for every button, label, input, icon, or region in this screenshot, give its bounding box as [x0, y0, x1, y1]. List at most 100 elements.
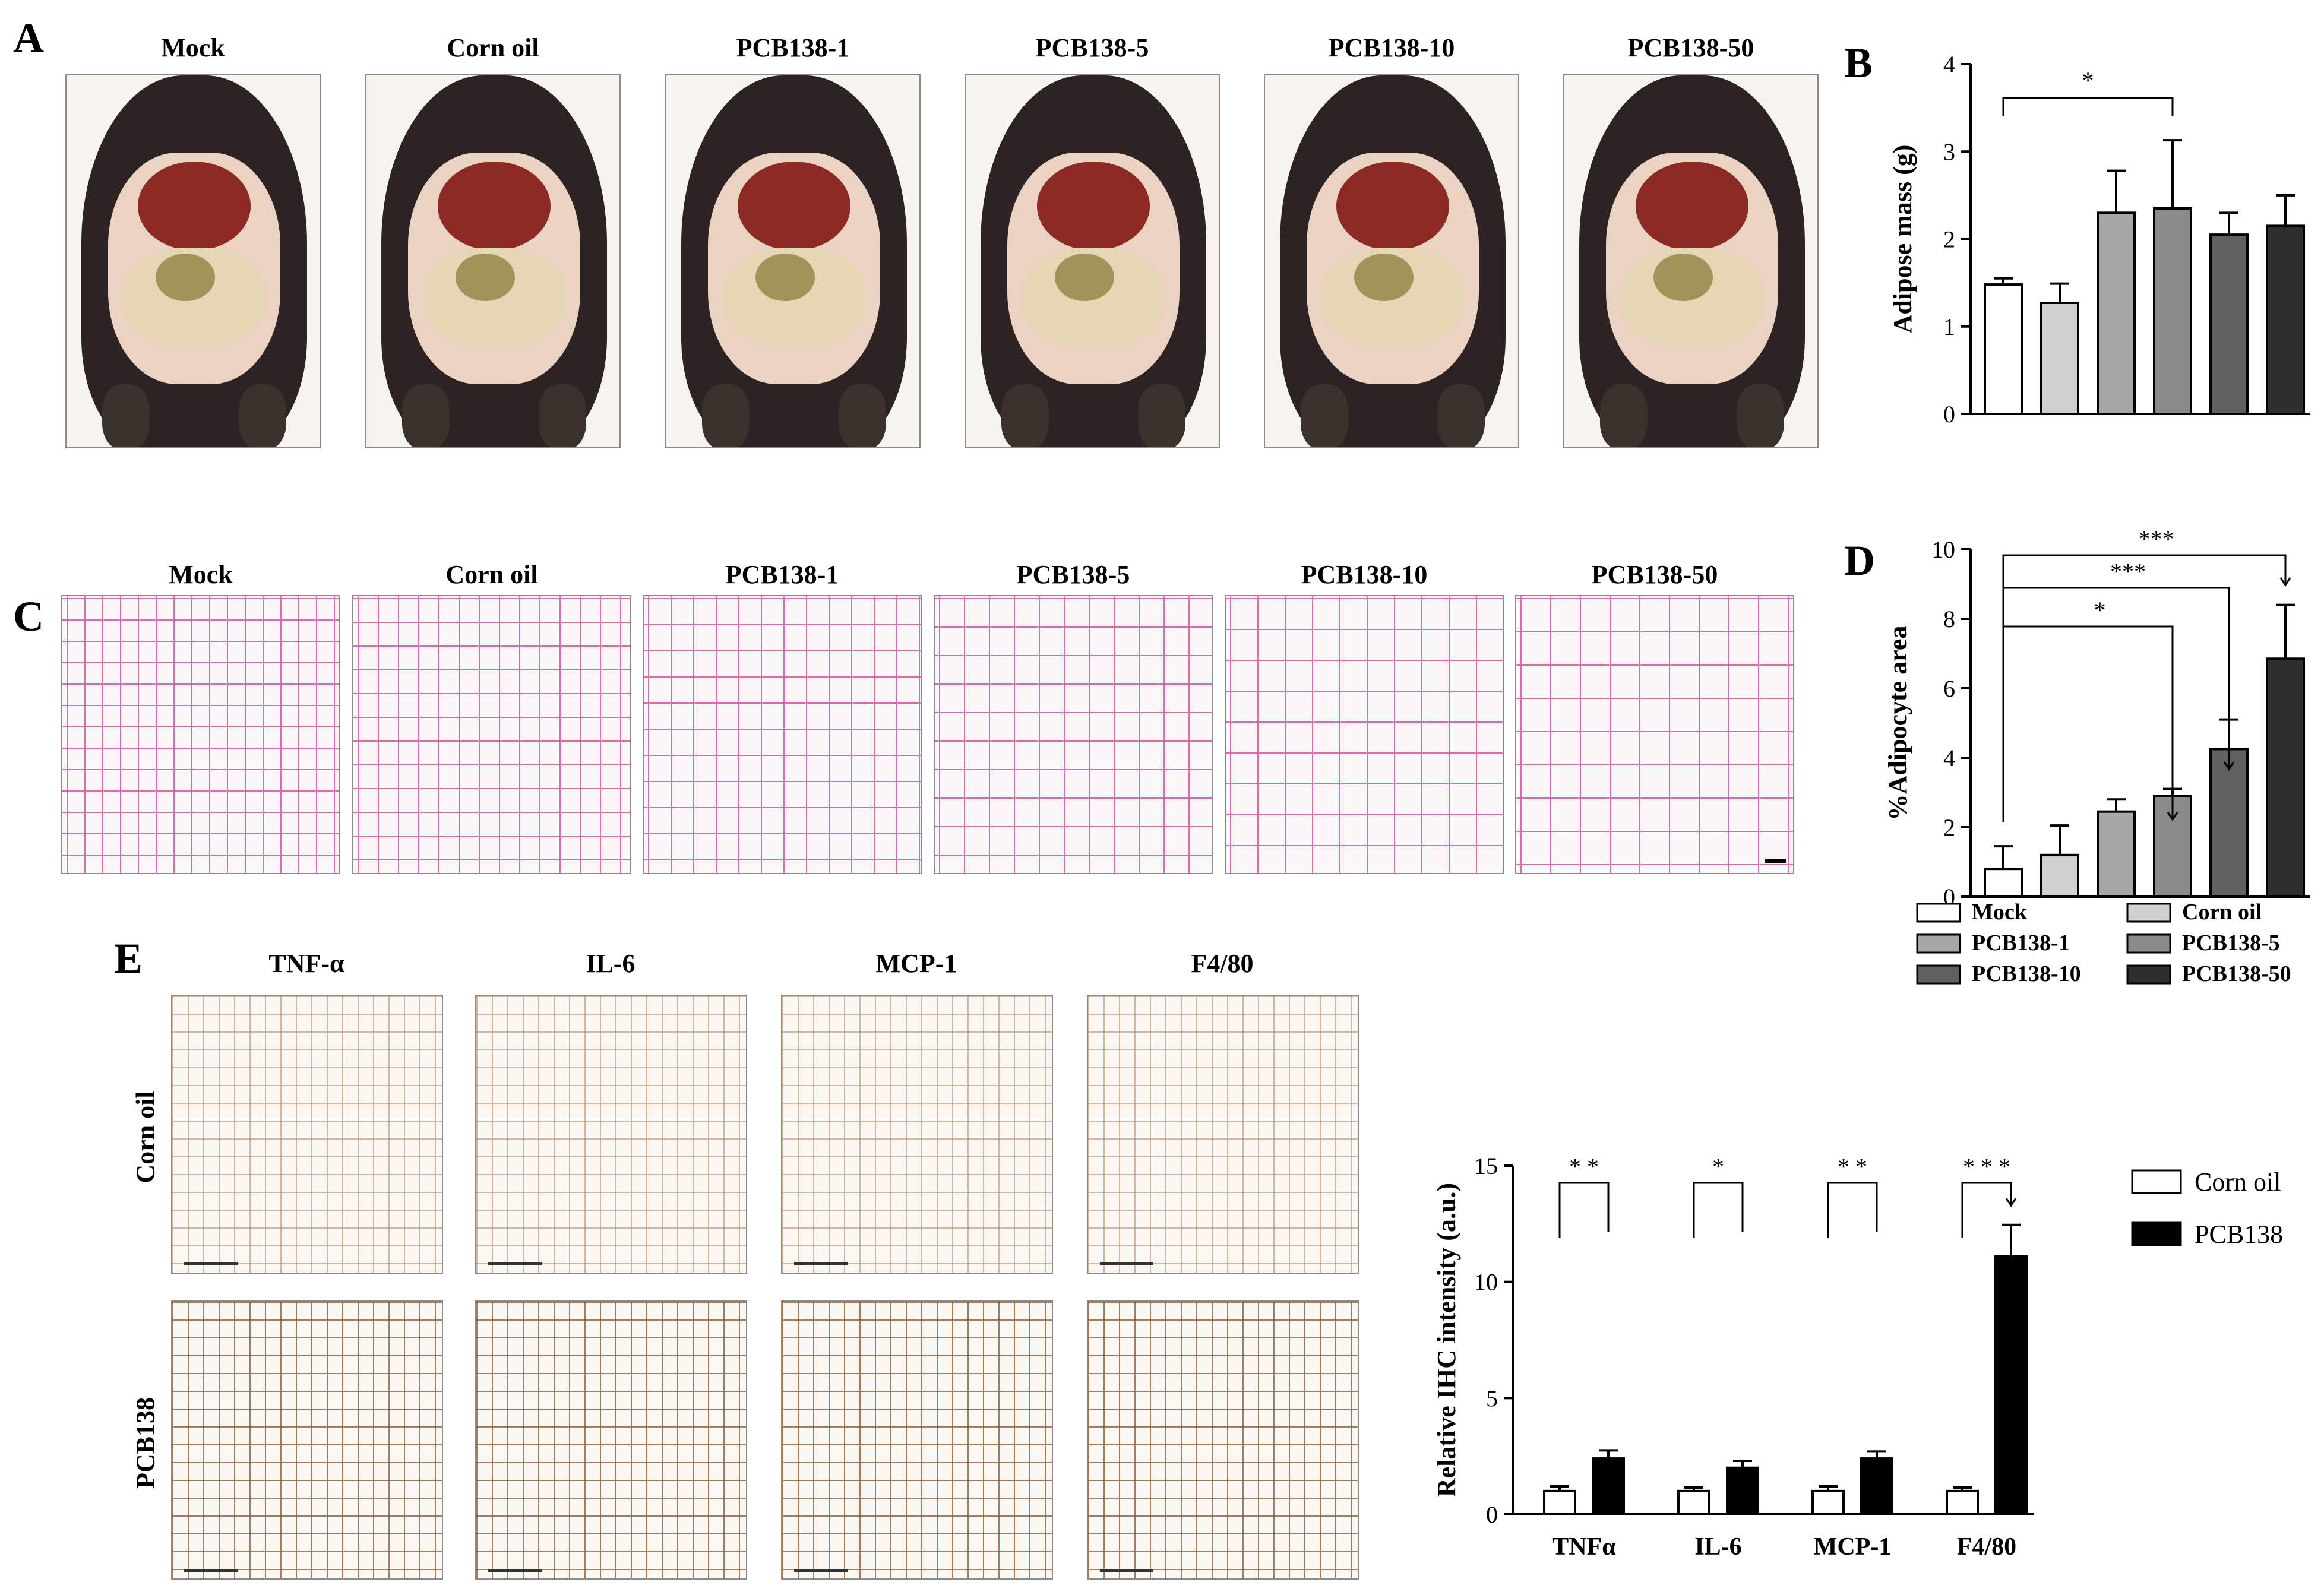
- bar-4: [2209, 748, 2249, 898]
- he-stained-section: [1225, 595, 1504, 874]
- mouse-dissection-photo: [965, 74, 1220, 448]
- intestine: [1055, 254, 1114, 301]
- intestine: [156, 254, 215, 301]
- ihc-stained-section: [1087, 1300, 1359, 1580]
- legend-swatch: [2126, 933, 2171, 954]
- y-axis-label: Relative IHC intensity (a.u.): [1432, 1183, 1461, 1497]
- bar-0: [1984, 283, 2023, 415]
- legend-swatch: [1916, 964, 1961, 985]
- leg-right: [1138, 384, 1185, 447]
- leg-right: [539, 384, 586, 447]
- significance-bracket: [1961, 1182, 2012, 1238]
- mouse-dissection-photo: [365, 74, 621, 448]
- scale-bar: [794, 1569, 848, 1572]
- photo-title: PCB138-1: [736, 33, 850, 62]
- x-tick-label: F4/80: [1957, 1533, 2016, 1561]
- ihc-marker-title: MCP-1: [875, 949, 957, 978]
- significance-label: * *: [1838, 1153, 1867, 1180]
- histology-title: PCB138-1: [725, 560, 839, 589]
- y-tick-label: 2: [1943, 814, 1955, 841]
- histology-title: Corn oil: [445, 560, 538, 589]
- significance-label: ***: [2110, 558, 2146, 585]
- leg-left: [1301, 384, 1348, 447]
- leg-left: [402, 384, 450, 447]
- mouse-dissection-photo: [1563, 74, 1819, 448]
- liver: [1636, 162, 1748, 251]
- panel-label-c: C: [13, 593, 44, 640]
- y-axis-label: Adipose mass (g): [1888, 145, 1917, 334]
- scale-bar: [488, 1569, 542, 1572]
- photo-title: PCB138-50: [1627, 33, 1754, 62]
- scale-bar: [1765, 859, 1786, 863]
- bar-PCB138: [1726, 1466, 1759, 1516]
- significance-arrowhead: [2005, 1198, 2017, 1207]
- ihc-stained-section: [475, 995, 747, 1274]
- bar-Corn oil: [1543, 1489, 1576, 1516]
- legend-label: PCB138-10: [1972, 961, 2081, 986]
- significance-label: ***: [2139, 526, 2174, 552]
- leg-right: [839, 384, 886, 447]
- bar-PCB138: [1860, 1457, 1893, 1516]
- significance-bracket: [1827, 1182, 1878, 1238]
- x-tick-label: IL-6: [1694, 1533, 1741, 1561]
- intestine: [1653, 254, 1713, 301]
- leg-left: [702, 384, 750, 447]
- scale-bar: [184, 1262, 238, 1265]
- significance-arrowhead: [2223, 761, 2235, 771]
- ihc-stained-section: [1087, 995, 1359, 1274]
- bar-5: [2266, 224, 2305, 415]
- scale-bar: [488, 1262, 542, 1265]
- scale-bar: [184, 1569, 238, 1572]
- he-stained-section: [643, 595, 922, 874]
- legend-label: Corn oil: [2182, 900, 2262, 925]
- legend-swatch: [2126, 903, 2171, 923]
- scale-bar: [1100, 1262, 1153, 1265]
- histology-title: PCB138-5: [1016, 560, 1130, 589]
- significance-label: *: [2094, 597, 2106, 624]
- y-tick-label: 1: [1943, 314, 1955, 340]
- photo-title: Corn oil: [447, 33, 539, 62]
- photo-title: PCB138-10: [1328, 33, 1455, 62]
- y-tick-label: 10: [1931, 536, 1955, 563]
- leg-right: [1737, 384, 1784, 447]
- scale-bar: [794, 1262, 848, 1265]
- significance-arrowhead: [2279, 577, 2291, 587]
- legend-label: PCB138-1: [1972, 931, 2070, 955]
- panel-label-e: E: [114, 935, 143, 982]
- significance-arrowhead: [2167, 812, 2178, 821]
- legend-swatch: [2131, 1221, 2182, 1246]
- bar-2: [2097, 810, 2136, 898]
- liver: [738, 162, 850, 251]
- legend-label: PCB138-50: [2182, 961, 2291, 986]
- leg-right: [239, 384, 286, 447]
- histology-title: PCB138-10: [1301, 560, 1428, 589]
- leg-left: [1600, 384, 1648, 447]
- ihc-marker-title: F4/80: [1191, 949, 1254, 978]
- legend-swatch: [1916, 933, 1961, 954]
- y-tick-label: 15: [1474, 1153, 1498, 1179]
- ihc-marker-title: IL-6: [586, 949, 635, 978]
- legend-swatch: [1916, 903, 1961, 923]
- x-tick-label: TNFα: [1552, 1533, 1616, 1561]
- bar-Corn oil: [1811, 1489, 1845, 1516]
- leg-left: [102, 384, 150, 447]
- significance-bracket: [2002, 97, 2174, 116]
- scale-bar: [1100, 1569, 1153, 1572]
- significance-bracket: [1558, 1182, 1610, 1238]
- intestine: [755, 254, 815, 301]
- panel-label-d: D: [1844, 537, 1875, 584]
- liver: [438, 162, 551, 251]
- y-tick-label: 6: [1943, 675, 1955, 702]
- bar-Corn oil: [1946, 1489, 1979, 1516]
- photo-title: PCB138-5: [1035, 33, 1149, 62]
- significance-label: *: [2082, 67, 2094, 94]
- panel-label-a: A: [13, 14, 44, 62]
- significance-label: *: [1712, 1153, 1724, 1180]
- he-stained-section: [61, 595, 340, 874]
- intestine: [1354, 254, 1414, 301]
- y-tick-label: 0: [1486, 1501, 1498, 1528]
- he-stained-section: [352, 595, 631, 874]
